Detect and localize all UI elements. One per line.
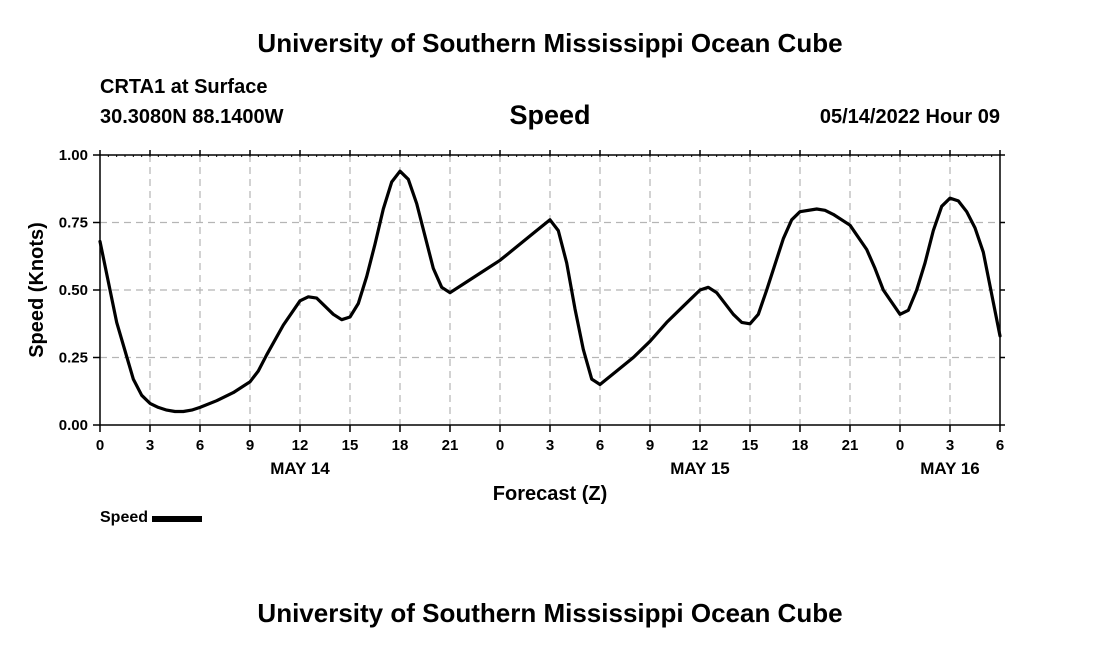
x-tick-label: 3 xyxy=(146,437,154,454)
x-tick-label: 3 xyxy=(946,437,954,454)
x-tick-label: 6 xyxy=(996,437,1004,454)
axes: 0 3 6 9 12 15 18 21 0 3 6 9 12 15 18 21 0 3 6 0.00 0.25 0.50 0… xyxy=(59,147,1005,478)
x-tick-label: 0 xyxy=(96,437,104,454)
y-tick-label: 1.00 xyxy=(59,147,88,164)
date-label: MAY 14 xyxy=(270,459,330,478)
chart-title: Speed xyxy=(509,100,591,130)
legend: Speed xyxy=(100,509,203,527)
legend-swatch xyxy=(152,516,203,522)
date-label: MAY 16 xyxy=(920,459,980,478)
y-tick-label: 0.00 xyxy=(59,417,88,434)
x-tick-label: 9 xyxy=(246,437,254,454)
date-label: MAY 15 xyxy=(670,459,730,478)
org-title-bottom: University of Southern Mississippi Ocean… xyxy=(257,598,843,628)
x-tick-label: 21 xyxy=(442,437,459,454)
series-line-speed xyxy=(98,169,1002,414)
x-tick-label: 21 xyxy=(842,437,859,454)
y-tick-label: 0.50 xyxy=(59,282,88,299)
series-layer xyxy=(98,169,1002,414)
x-tick-label: 15 xyxy=(342,437,359,454)
station-coordinates: 30.3080N 88.1400W xyxy=(100,106,284,128)
x-tick-label: 15 xyxy=(742,437,759,454)
x-tick-label: 12 xyxy=(692,437,709,454)
y-tick-label: 0.75 xyxy=(59,215,88,232)
x-tick-label: 6 xyxy=(596,437,604,454)
station-label: CRTA1 at Surface xyxy=(100,76,268,98)
forecast-datetime: 05/14/2022 Hour 09 xyxy=(819,106,1000,128)
speed-chart: 0 3 6 9 12 15 18 21 0 3 6 9 12 15 18 21 0 3 6 0.00 0.25 0.50 0… xyxy=(26,147,1005,505)
x-tick-label: 9 xyxy=(646,437,654,454)
x-tick-label: 18 xyxy=(792,437,809,454)
x-tick-label: 6 xyxy=(196,437,204,454)
x-tick-label: 3 xyxy=(546,437,554,454)
grid-lines xyxy=(100,155,1000,425)
plot-frame xyxy=(99,154,1001,426)
x-tick-label: 18 xyxy=(392,437,409,454)
x-axis-label: Forecast (Z) xyxy=(493,483,607,505)
x-tick-label: 12 xyxy=(292,437,309,454)
legend-label: Speed xyxy=(100,509,149,526)
org-title-top: University of Southern Mississippi Ocean… xyxy=(257,28,843,58)
y-axis-label: Speed (Knots) xyxy=(26,222,48,358)
x-tick-label: 0 xyxy=(496,437,504,454)
x-tick-label: 0 xyxy=(896,437,904,454)
y-tick-label: 0.25 xyxy=(59,350,88,367)
